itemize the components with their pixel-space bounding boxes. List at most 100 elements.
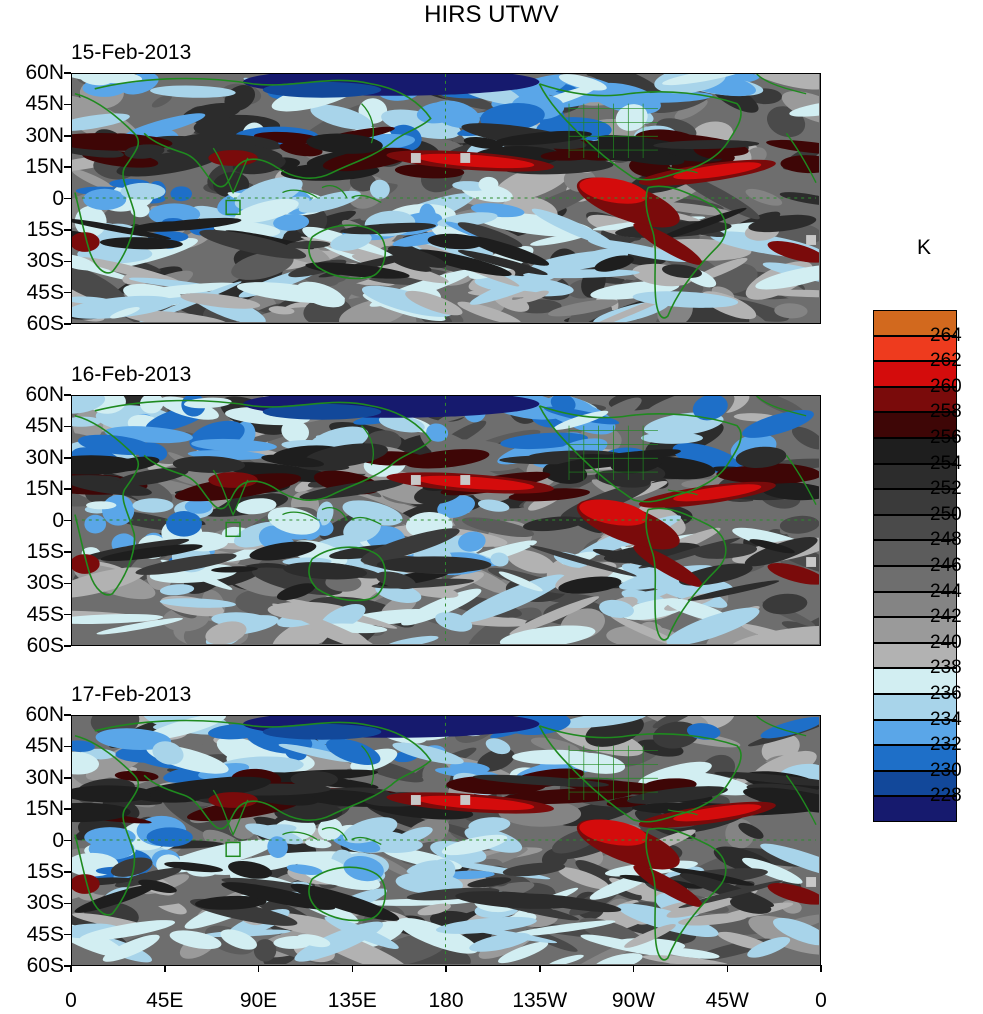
x-tick-mark [539,965,541,972]
y-tick-mark [64,745,71,748]
y-tick-label: 60S [26,634,64,657]
x-tick-label: 90E [239,989,278,1012]
colorbar-swatch [873,770,957,797]
colorbar-label: 254 [930,452,962,474]
colorbar-swatch [873,796,957,822]
y-tick-mark [64,965,71,967]
y-tick-label: 60N [25,703,64,726]
y-tick-mark [64,291,71,294]
x-tick-mark [351,965,353,972]
y-tick-mark [64,777,71,779]
y-tick-label: 0 [52,828,64,852]
y-tick-label: 15N [25,477,64,501]
units-label: K [917,236,932,259]
y-tick-mark [64,457,71,459]
y-tick-mark [64,519,71,522]
panel-1-date: 15-Feb-2013 [71,41,192,64]
y-tick-label: 45N [25,734,64,758]
y-tick-mark [64,197,71,200]
colorbar-swatch [873,514,957,541]
x-tick-mark [164,965,166,972]
y-tick-label: 15S [26,217,64,241]
y-tick-label: 60S [26,312,64,335]
colorbar [873,310,957,822]
y-tick-label: 30S [26,571,64,595]
colorbar-label: 240 [930,631,962,653]
y-tick-label: 45N [25,92,64,116]
y-tick-mark [64,425,71,428]
y-tick-mark [64,488,71,490]
y-tick-mark [64,871,71,873]
colorbar-label: 244 [930,580,962,602]
colorbar-swatch [873,310,957,336]
map-panel-1[interactable] [71,73,821,324]
colorbar-swatch [873,335,957,362]
y-tick-label: 30S [26,249,64,273]
y-tick-mark [64,582,71,584]
y-tick-label: 45S [26,922,64,946]
colorbar-swatch [873,386,957,413]
y-tick-mark [64,613,71,616]
y-tick-mark [64,103,71,106]
y-tick-mark [64,394,71,396]
y-tick-mark [64,933,71,936]
colorbar-label: 256 [930,427,962,448]
colorbar-swatch [873,540,957,566]
y-tick-mark [64,135,71,137]
colorbar-label: 236 [930,683,962,704]
colorbar-label: 230 [930,759,962,781]
x-tick-label: 0 [815,989,827,1012]
y-tick-mark [64,645,71,647]
y-tick-label: 60S [26,954,64,977]
y-tick-mark [64,551,71,553]
x-tick-mark [726,965,728,972]
colorbar-swatch [873,438,957,464]
y-tick-mark [64,839,71,842]
x-tick-mark [820,965,822,972]
y-tick-mark [64,902,71,904]
colorbar-swatch [873,719,957,746]
page-title: HIRS UTWV [424,1,559,28]
y-tick-mark [64,323,71,325]
x-tick-label: 45E [146,989,184,1012]
colorbar-swatch [873,617,957,643]
colorbar-swatch [873,668,957,694]
panel-2-date: 16-Feb-2013 [71,363,192,386]
colorbar-label: 232 [930,734,962,756]
x-tick-mark [445,965,447,972]
colorbar-label: 250 [930,503,962,525]
y-tick-label: 45N [25,414,64,438]
colorbar-label: 248 [930,529,962,551]
y-tick-mark [64,808,71,810]
x-tick-label: 0 [65,989,77,1012]
y-tick-label: 0 [52,508,64,532]
y-tick-label: 0 [52,186,64,210]
colorbar-label: 262 [930,350,962,372]
x-tick-label: 135E [327,989,377,1012]
colorbar-label: 246 [930,555,962,576]
x-tick-mark [632,965,635,972]
colorbar-swatch [873,745,957,771]
y-tick-label: 30N [25,445,64,469]
y-tick-mark [64,166,71,168]
y-tick-label: 15N [25,797,64,821]
y-tick-label: 30N [25,123,64,147]
y-tick-label: 30N [25,765,64,789]
y-tick-label: 45S [26,280,64,304]
colorbar-swatch [873,412,957,438]
x-tick-mark [257,965,260,972]
map-panel-3[interactable] [71,715,821,966]
colorbar-swatch [873,463,957,490]
colorbar-label: 258 [930,401,962,423]
x-tick-label: 135W [512,989,568,1012]
colorbar-swatch [873,489,957,515]
x-tick-label: 45W [705,989,749,1012]
y-tick-label: 60N [25,61,64,84]
y-tick-label: 15S [26,539,64,563]
y-tick-label: 30S [26,891,64,915]
colorbar-label: 238 [930,657,962,679]
x-tick-label: 90W [611,989,656,1012]
y-tick-mark [64,72,71,74]
y-tick-label: 15N [25,155,64,179]
map-panel-2[interactable] [71,395,821,646]
